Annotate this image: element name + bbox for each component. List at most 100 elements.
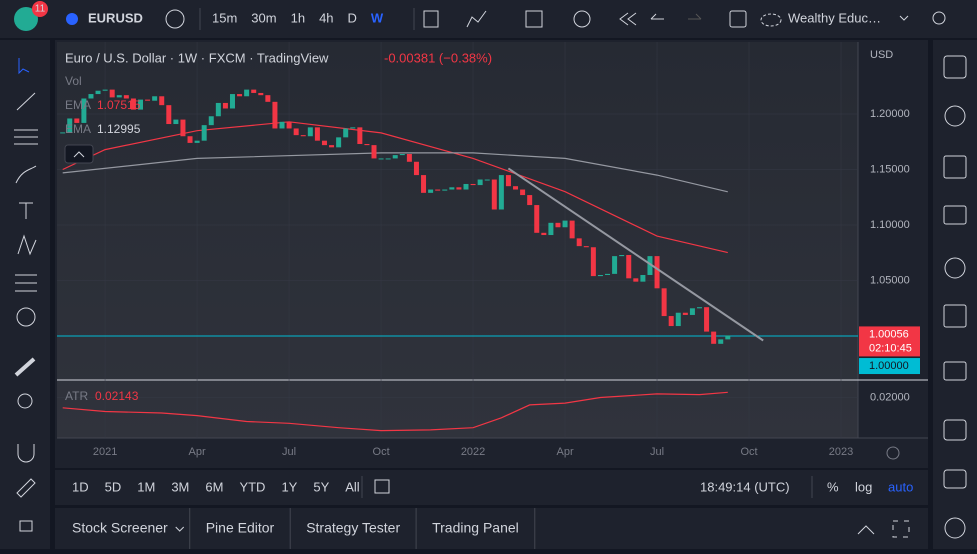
prediction-tool[interactable] — [15, 274, 37, 292]
calendar-button[interactable] — [943, 304, 967, 328]
lock-drawing-tool[interactable] — [16, 478, 36, 498]
panel-tab[interactable]: Stock Screener — [72, 520, 168, 536]
chat-button[interactable] — [943, 419, 967, 441]
interval-button[interactable]: 4h — [319, 10, 333, 25]
last-price-tag — [859, 326, 920, 357]
x-tick-label: Oct — [373, 446, 390, 458]
symbol[interactable]: EURUSD — [88, 10, 143, 25]
collapse-legend[interactable] — [64, 144, 94, 164]
expand-panel[interactable] — [857, 525, 875, 535]
candle — [463, 183, 469, 190]
brush-tool[interactable] — [15, 165, 37, 184]
scale-option[interactable]: % — [827, 479, 839, 494]
hotlist-button[interactable] — [944, 257, 966, 279]
candle — [569, 220, 575, 239]
candle — [194, 140, 200, 143]
help-button[interactable] — [944, 517, 966, 539]
range-button[interactable]: 5D — [105, 479, 122, 494]
currency[interactable]: USD — [870, 49, 893, 61]
range-button[interactable]: 5Y — [313, 479, 329, 494]
chart-type-button[interactable] — [423, 10, 439, 28]
range-button[interactable]: YTD — [239, 479, 265, 494]
undo-button[interactable] — [650, 13, 664, 20]
candle — [612, 256, 618, 274]
cursor-tool[interactable] — [18, 58, 30, 75]
legend-value: 1.07515 — [97, 98, 141, 112]
x-tick-label: 2022 — [461, 446, 485, 458]
candle — [456, 187, 462, 190]
candle — [166, 105, 172, 125]
trend-line[interactable] — [507, 167, 764, 342]
candle — [145, 99, 151, 101]
interval-button[interactable]: W — [371, 10, 384, 25]
panel-tab[interactable]: Trading Panel — [432, 520, 519, 536]
candle — [725, 335, 731, 340]
range-bar — [55, 470, 928, 505]
candle — [498, 175, 504, 210]
ideas-button[interactable] — [943, 361, 967, 381]
candle — [180, 119, 186, 137]
news-button[interactable] — [943, 155, 967, 179]
tab-menu[interactable] — [175, 526, 185, 532]
range-button[interactable]: 6M — [205, 479, 223, 494]
range-button[interactable]: All — [345, 479, 360, 494]
streams-button[interactable] — [943, 469, 967, 489]
lock-tool[interactable] — [19, 520, 33, 532]
candle — [67, 118, 73, 133]
date-range-button[interactable] — [374, 479, 390, 494]
avatar[interactable] — [14, 7, 38, 31]
scale-option[interactable]: log — [855, 479, 872, 494]
search-button[interactable] — [932, 11, 946, 25]
interval-button[interactable]: 15m — [212, 10, 237, 25]
layout-menu[interactable] — [899, 15, 909, 21]
calendar-list-button[interactable] — [943, 205, 967, 225]
maximize-panel[interactable] — [892, 520, 910, 538]
candle — [668, 316, 674, 327]
candle — [208, 116, 214, 126]
templates-button[interactable] — [525, 10, 543, 28]
indicators-button[interactable] — [466, 10, 487, 28]
interval-button[interactable]: 1h — [291, 10, 305, 25]
line-tool[interactable] — [16, 92, 36, 111]
icon-tool[interactable] — [16, 307, 36, 327]
fullscreen-button[interactable] — [729, 10, 747, 28]
range-button[interactable]: 3M — [171, 479, 189, 494]
range-button[interactable]: 1Y — [281, 479, 297, 494]
candle — [385, 158, 391, 160]
x-tick-label: Oct — [740, 446, 757, 458]
alert-button[interactable] — [573, 10, 591, 28]
alerts-button[interactable] — [944, 105, 966, 127]
range-button[interactable]: 1D — [72, 479, 89, 494]
candle — [470, 183, 476, 186]
candle — [137, 99, 143, 110]
redo-button[interactable] — [688, 13, 702, 20]
candle — [392, 155, 398, 159]
add-symbol[interactable] — [165, 9, 185, 29]
fib-tool[interactable] — [14, 129, 38, 145]
panel-tab[interactable]: Strategy Tester — [306, 520, 400, 536]
last-price-label: 1.00056 — [869, 328, 909, 340]
y-tick-label: 1.10000 — [870, 219, 910, 231]
watchlist-button[interactable] — [943, 55, 967, 79]
interval-button[interactable]: D — [348, 10, 357, 25]
text-tool[interactable] — [19, 202, 33, 219]
scale-option[interactable]: auto — [888, 479, 913, 494]
magnet-tool[interactable] — [17, 444, 35, 463]
legend-name: EMA — [65, 122, 91, 136]
indicator-value: 0.02143 — [95, 389, 139, 403]
candle — [293, 128, 299, 136]
pattern-tool[interactable] — [17, 234, 37, 256]
range-button[interactable]: 1M — [137, 479, 155, 494]
panel-tab[interactable]: Pine Editor — [206, 520, 275, 536]
layout-name[interactable]: Wealthy Educ… — [788, 10, 881, 25]
zoom-tool[interactable] — [17, 393, 33, 409]
interval-button[interactable]: 30m — [251, 10, 276, 25]
candle — [704, 307, 710, 332]
measure-tool[interactable] — [14, 357, 36, 377]
candle — [640, 274, 646, 282]
candle — [371, 145, 377, 159]
candle — [329, 145, 335, 148]
replay-button[interactable] — [619, 12, 637, 26]
candle — [314, 127, 320, 141]
settings-button[interactable] — [886, 446, 900, 460]
